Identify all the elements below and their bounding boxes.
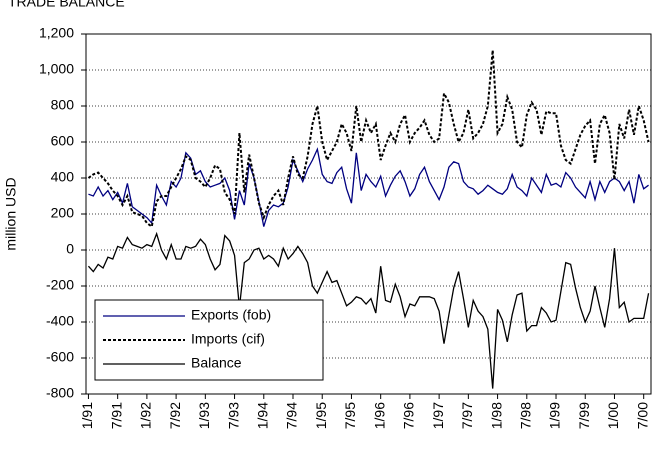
y-tick-label: 400 — [51, 169, 75, 185]
x-tick-label: 7/93 — [225, 402, 241, 429]
legend-label: Balance — [191, 355, 242, 371]
x-tick-label: 7/96 — [401, 402, 417, 429]
x-tick-label: 1/98 — [488, 402, 504, 429]
x-tick-label: 1/93 — [196, 402, 212, 429]
y-axis-label: million USD — [3, 177, 19, 250]
series-line — [88, 147, 649, 227]
x-tick-label: 7/94 — [284, 402, 300, 429]
y-tick-label: -800 — [46, 385, 74, 401]
x-tick-label: 7/95 — [342, 402, 358, 429]
chart-title: TRADE BALANCE — [8, 0, 125, 10]
x-tick-label: 1/94 — [254, 402, 270, 429]
y-tick-label: -200 — [46, 277, 74, 293]
x-tick-label: 1/99 — [547, 402, 563, 429]
series-line — [87, 50, 650, 229]
x-tick-label: 7/98 — [518, 402, 534, 429]
y-tick-label: 0 — [66, 241, 74, 257]
x-tick-label: 7/91 — [108, 402, 124, 429]
x-tick-label: 1/91 — [79, 402, 95, 429]
x-tick-label: 7/92 — [167, 402, 183, 429]
y-tick-label: 1,000 — [39, 61, 74, 77]
legend-label: Exports (fob) — [191, 307, 271, 323]
series-line — [87, 231, 650, 389]
y-tick-label: 200 — [51, 205, 75, 221]
x-tick-label: 1/00 — [605, 402, 621, 429]
plot-frame — [85, 33, 652, 395]
x-tick-label: 7/00 — [634, 402, 650, 429]
y-tick-label: 600 — [51, 133, 75, 149]
x-tick-label: 1/95 — [313, 402, 329, 429]
y-tick-label: 800 — [51, 97, 75, 113]
legend-label: Imports (cif) — [191, 331, 265, 347]
x-tick-label: 1/96 — [371, 402, 387, 429]
y-tick-label: -600 — [46, 349, 74, 365]
x-tick-label: 1/92 — [138, 402, 154, 429]
y-tick-label: 1,200 — [39, 25, 74, 41]
x-tick-label: 7/97 — [459, 402, 475, 429]
x-tick-label: 7/99 — [576, 402, 592, 429]
x-tick-label: 1/97 — [430, 402, 446, 429]
y-tick-label: -400 — [46, 313, 74, 329]
